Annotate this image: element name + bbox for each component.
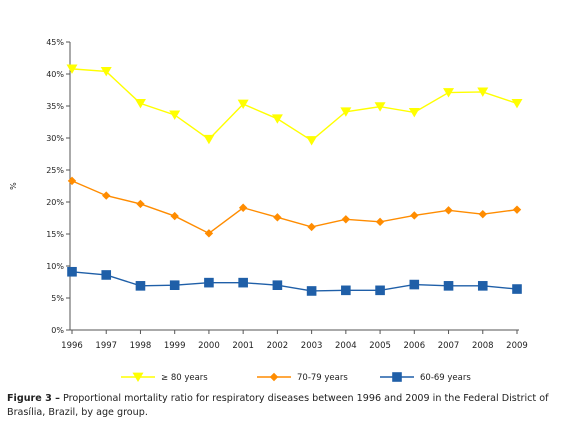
- caption-text: Proportional mortality ratio for respira…: [7, 393, 549, 418]
- y-tick-label: 5%: [51, 294, 64, 303]
- legend-marker: [392, 372, 402, 382]
- data-point: [409, 279, 420, 290]
- data-point: [443, 281, 454, 291]
- x-tick-label: 2006: [403, 341, 425, 351]
- y-tick-label: 10%: [46, 262, 64, 271]
- legend-label: ≥ 80 years: [161, 373, 208, 383]
- legend-item: ≥ 80 years: [121, 372, 208, 383]
- data-point: [169, 110, 181, 120]
- legend-item: 70-79 years: [257, 372, 348, 383]
- series-1: [66, 64, 523, 146]
- data-point: [67, 176, 77, 186]
- x-tick-label: 1997: [95, 341, 117, 351]
- series-line: [71, 68, 518, 142]
- data-point: [341, 285, 351, 296]
- x-ticks: 1996 1997 1998 1999 2000 2001 2002 2003 2004 2005…: [61, 330, 528, 351]
- data-point: [340, 107, 352, 117]
- figure-caption: Figure 3 – Proportional mortality ratio …: [7, 392, 562, 420]
- axes: [69, 42, 519, 331]
- y-tick-label: 20%: [46, 198, 64, 207]
- x-tick-label: 1996: [61, 341, 83, 351]
- data-point: [410, 211, 419, 220]
- data-point: [67, 266, 77, 277]
- data-point: [238, 203, 248, 212]
- data-point: [204, 277, 214, 288]
- data-point: [100, 67, 112, 77]
- data-point: [102, 191, 111, 200]
- y-ticks: 0% 5% 10% 15% 20% 25% 30% 35% 40% 45%: [46, 38, 70, 335]
- caption-label: Figure 3 –: [7, 393, 60, 404]
- data-point: [203, 134, 215, 145]
- x-tick-label: 2003: [301, 341, 323, 351]
- data-point: [408, 108, 420, 118]
- data-point: [306, 136, 318, 146]
- series-line: [71, 271, 518, 292]
- y-tick-label: 0%: [51, 326, 64, 335]
- series-3: [67, 266, 522, 296]
- x-tick-label: 2007: [438, 341, 460, 351]
- legend: ≥ 80 years 70-79 years 60-69 years: [121, 372, 471, 383]
- legend-marker: [132, 372, 144, 382]
- x-tick-label: 2009: [506, 341, 528, 351]
- data-point: [238, 277, 248, 288]
- series-group: [66, 64, 523, 296]
- data-point: [272, 280, 283, 290]
- data-point: [511, 99, 523, 109]
- data-point: [237, 99, 249, 110]
- data-point: [135, 281, 146, 291]
- x-tick-label: 2008: [472, 341, 494, 351]
- data-point: [375, 217, 385, 227]
- legend-item: 60-69 years: [380, 372, 471, 383]
- data-point: [273, 213, 282, 222]
- data-point: [477, 87, 489, 97]
- series-2: [67, 176, 522, 238]
- data-point: [306, 286, 317, 296]
- y-tick-label: 15%: [46, 230, 64, 239]
- data-point: [478, 209, 487, 219]
- data-point: [512, 284, 522, 294]
- data-point: [444, 206, 453, 215]
- y-axis-label: %: [9, 182, 18, 190]
- x-tick-label: 1998: [130, 341, 152, 351]
- x-tick-label: 2005: [369, 341, 391, 351]
- data-point: [271, 114, 283, 124]
- y-tick-label: 40%: [46, 70, 64, 79]
- y-tick-label: 35%: [46, 102, 64, 111]
- legend-label: 60-69 years: [420, 373, 471, 383]
- x-tick-label: 1999: [164, 341, 186, 351]
- data-point: [375, 285, 385, 296]
- data-point: [170, 211, 179, 221]
- y-tick-label: 30%: [46, 134, 64, 143]
- x-tick-label: 2001: [232, 341, 254, 351]
- x-tick-label: 2000: [198, 341, 220, 351]
- data-point: [66, 64, 78, 74]
- data-point: [101, 270, 112, 280]
- x-tick-label: 2004: [335, 341, 357, 351]
- data-point: [443, 88, 455, 98]
- series-line: [71, 180, 518, 235]
- legend-marker: [269, 372, 279, 382]
- data-point: [136, 199, 145, 209]
- data-point: [169, 280, 180, 290]
- legend-label: 70-79 years: [297, 373, 348, 383]
- data-point: [477, 281, 488, 291]
- data-point: [341, 215, 351, 224]
- data-point: [307, 222, 316, 232]
- data-point: [512, 205, 522, 214]
- y-tick-label: 45%: [46, 38, 64, 47]
- data-point: [374, 102, 386, 112]
- data-point: [204, 229, 214, 238]
- y-tick-label: 25%: [46, 166, 64, 175]
- data-point: [134, 99, 146, 109]
- x-tick-label: 2002: [267, 341, 289, 351]
